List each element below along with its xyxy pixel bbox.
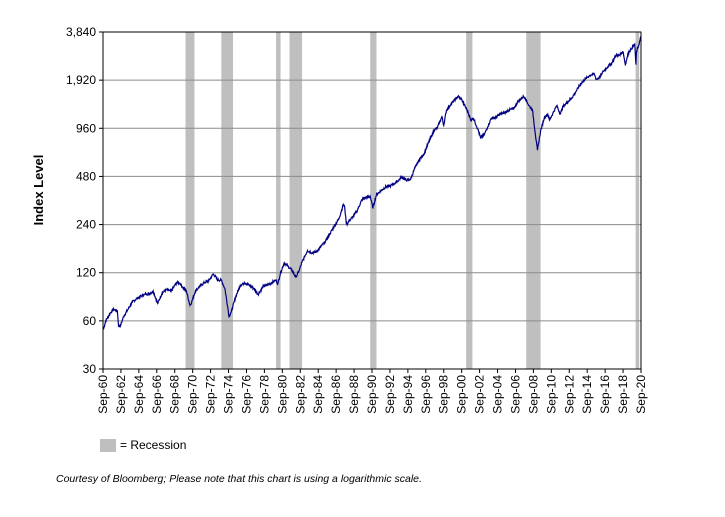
recession-band-7 [635, 32, 640, 369]
x-tick-label-29: Sep-18 [616, 375, 630, 414]
x-tick-label-24: Sep-08 [526, 375, 540, 414]
x-tick-label-25: Sep-10 [544, 375, 558, 414]
y-tick-label-3: 240 [76, 218, 96, 232]
x-tick-label-10: Sep-80 [275, 375, 289, 414]
x-tick-label-11: Sep-82 [293, 375, 307, 414]
plot-frame [102, 31, 642, 370]
recession-band-3 [289, 32, 303, 369]
x-tick-label-1: Sep-62 [114, 375, 128, 414]
recession-swatch [100, 438, 116, 452]
gridlines [103, 79, 641, 322]
y-axis-label: Index Level [31, 155, 46, 226]
x-tick-label-12: Sep-84 [311, 375, 325, 414]
x-tick-label-28: Sep-16 [598, 375, 612, 414]
x-tick-label-5: Sep-70 [186, 375, 200, 414]
x-tick-label-30: Sep-20 [634, 375, 648, 414]
x-tick-label-7: Sep-74 [222, 375, 236, 414]
x-tick-label-21: Sep-02 [473, 375, 487, 414]
x-tick-label-17: Sep-94 [401, 375, 415, 414]
y-tick-label-5: 960 [76, 121, 96, 135]
x-tick-label-0: Sep-60 [96, 375, 110, 414]
recession-band-2 [276, 32, 281, 369]
x-tick-label-13: Sep-86 [329, 375, 343, 414]
y-tick-label-0: 30 [83, 362, 97, 376]
recession-band-0 [185, 32, 195, 369]
y-tick-label-6: 1,920 [66, 73, 96, 87]
x-axis-ticks: Sep-60 Sep-62 Sep-64 Sep-66 Sep-68 Sep-70 Sep-… [96, 369, 648, 414]
y-tick-label-7: 3,840 [66, 25, 96, 39]
recession-band-6 [526, 32, 541, 369]
x-tick-label-19: Sep-98 [437, 375, 451, 414]
x-tick-label-18: Sep-96 [419, 375, 433, 414]
index-line [102, 36, 642, 330]
x-tick-label-2: Sep-64 [132, 375, 146, 414]
recession-bands [185, 32, 640, 369]
y-axis-ticks: 30 60 120 240 480 960 1,920 3,840 [66, 25, 103, 376]
x-tick-label-26: Sep-12 [562, 375, 576, 414]
x-tick-label-15: Sep-90 [365, 375, 379, 414]
x-tick-label-23: Sep-06 [508, 375, 522, 414]
y-tick-label-4: 480 [76, 169, 96, 183]
y-tick-label-2: 120 [76, 266, 96, 280]
x-tick-label-3: Sep-66 [150, 375, 164, 414]
recession-band-5 [466, 32, 473, 369]
footnote: Courtesy of Bloomberg; Please note that … [56, 473, 422, 485]
y-tick-label-1: 60 [83, 314, 97, 328]
legend: = Recession [100, 438, 186, 452]
x-tick-label-14: Sep-88 [347, 375, 361, 414]
x-tick-label-9: Sep-78 [257, 375, 271, 414]
x-tick-label-22: Sep-04 [491, 375, 505, 414]
recession-band-1 [221, 32, 234, 369]
x-tick-label-27: Sep-14 [580, 375, 594, 414]
x-tick-label-8: Sep-76 [239, 375, 253, 414]
x-tick-label-4: Sep-68 [168, 375, 182, 414]
x-tick-label-20: Sep-00 [455, 375, 469, 414]
recession-band-4 [370, 32, 377, 369]
x-tick-label-16: Sep-92 [383, 375, 397, 414]
legend-label: = Recession [120, 438, 187, 452]
x-tick-label-6: Sep-72 [204, 375, 218, 414]
